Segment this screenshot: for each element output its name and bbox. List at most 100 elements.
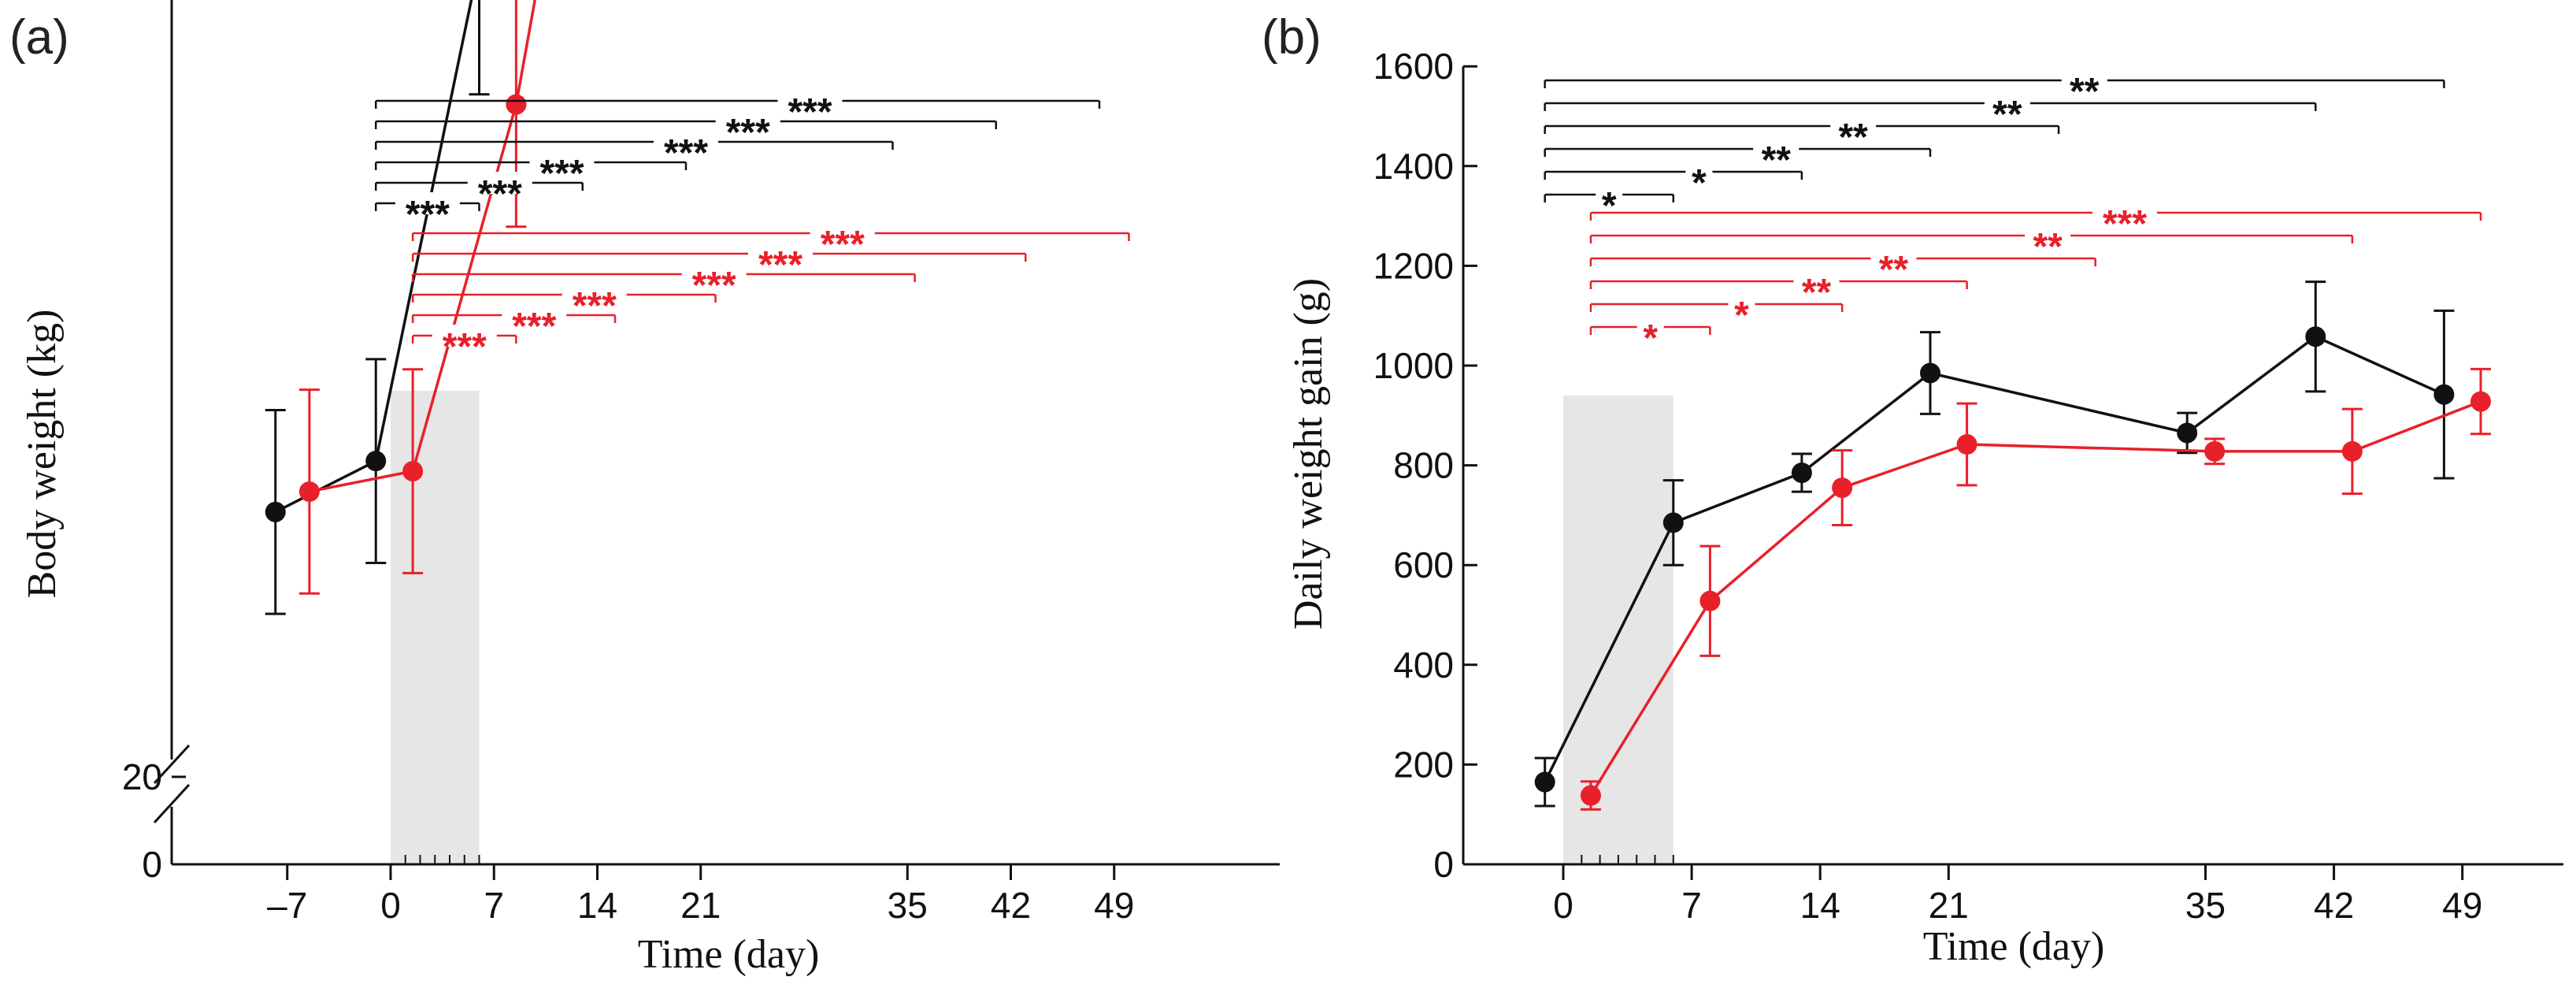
data-point (365, 451, 387, 472)
x-tick-label: 21 (680, 885, 721, 926)
significance-stars: *** (788, 91, 832, 133)
x-tick-label: 49 (2442, 885, 2482, 926)
significance-stars: ** (1802, 272, 1832, 314)
y-tick-label: 800 (1393, 445, 1454, 486)
data-point (2204, 440, 2226, 462)
y-tick-label: 1200 (1373, 245, 1454, 286)
x-tick-label: 42 (991, 885, 1031, 926)
bracket-label-bg (715, 110, 780, 132)
significance-stars: *** (726, 112, 770, 154)
significance-stars: *** (692, 265, 736, 306)
y-tick-label: 1000 (1373, 345, 1454, 386)
bracket-label-bg (810, 222, 875, 244)
shaded-region (1563, 396, 1673, 864)
shaded-region (391, 391, 480, 864)
data-point (506, 94, 527, 115)
brackets-red: *********** (1589, 202, 2482, 359)
x-tick-label: 14 (577, 885, 617, 926)
data-point (2433, 384, 2455, 405)
y-tick-label: 1400 (1373, 146, 1454, 187)
x-tick-label: 0 (1553, 885, 1573, 926)
data-point (298, 481, 320, 502)
axis-break-mark (153, 783, 191, 824)
bracket-label-bg (2025, 225, 2071, 247)
significance-stars: *** (664, 132, 708, 174)
significance-stars: *** (443, 326, 487, 368)
series-line (1544, 335, 2445, 783)
bracket-label-bg (1596, 184, 1623, 206)
x-axis-title: Time (day) (638, 932, 820, 977)
panel-label: (a) (9, 10, 69, 65)
x-tick-label: 7 (1681, 885, 1702, 926)
x-tick-label: 14 (1800, 885, 1840, 926)
bracket-label-bg (502, 304, 567, 326)
bracket-label-bg (1728, 293, 1755, 315)
data-point (1920, 362, 1940, 384)
significance-stars: *** (539, 153, 584, 195)
bracket-label-bg (681, 263, 747, 285)
bracket-label-bg (1685, 161, 1713, 183)
series-line (309, 0, 537, 493)
significance-stars: *** (512, 306, 556, 347)
data-point (2177, 422, 2198, 444)
bracket-label-bg (432, 325, 497, 347)
bracket-label-bg (654, 131, 718, 153)
series-treatment (1580, 367, 2491, 811)
data-point (2341, 440, 2363, 462)
significance-stars: *** (573, 285, 617, 327)
significance-stars: ** (1762, 139, 1792, 181)
data-point (402, 461, 424, 482)
y-axis-title: Body weight (kg) (20, 310, 65, 599)
x-tick-label: 0 (380, 885, 401, 926)
y-tick-label: 0 (142, 844, 162, 885)
panel-b: (b) 0 200 400 600 800 1000 1200 1400 1600 0 7 14 21 35… (1262, 10, 2563, 969)
significance-stars: *** (758, 244, 802, 286)
bracket-label-bg (562, 284, 627, 306)
x-axis-title: Time (day) (1923, 924, 2105, 969)
y-tick-label: 1600 (1373, 46, 1454, 87)
brackets-black: ********** (1544, 69, 2445, 227)
significance-stars: *** (478, 173, 522, 215)
significance-stars: * (1602, 185, 1617, 227)
x-tick-label: 35 (2185, 885, 2226, 926)
bracket-label-bg (467, 172, 532, 194)
y-axis-title: Daily weight gain (g) (1286, 278, 1331, 630)
data-point (1699, 590, 1721, 611)
significance-stars: *** (406, 194, 450, 236)
panel-label: (b) (1262, 10, 1321, 65)
bracket-label-bg (395, 192, 460, 214)
series-control (265, 0, 490, 615)
axis-break-mark (153, 744, 191, 785)
series-treatment (298, 0, 537, 595)
bracket-label-bg (1870, 247, 1917, 269)
brackets-red: *** *** *** *** *** *** (411, 222, 1130, 368)
x-tick-label: –7 (267, 885, 307, 926)
x-tick-label: 7 (484, 885, 504, 926)
x-tick-label: 49 (1094, 885, 1134, 926)
significance-stars: ** (1879, 249, 1909, 291)
y-tick-label: 0 (1433, 844, 1454, 885)
bracket-label-bg (1636, 316, 1664, 338)
data-point (1832, 477, 1853, 499)
series-line (1589, 399, 2481, 797)
x-tick-label: 21 (1929, 885, 1969, 926)
data-point (265, 501, 286, 522)
series-control (1534, 280, 2455, 808)
significance-stars: * (1734, 295, 1749, 336)
significance-stars: * (1643, 318, 1658, 359)
brackets-black: *** *** *** *** *** *** (375, 90, 1101, 236)
x-tick-label: 42 (2314, 885, 2354, 926)
bracket-label-bg (1793, 270, 1840, 292)
bracket-label-bg (777, 90, 843, 112)
significance-stars: ** (2033, 226, 2063, 268)
significance-stars: ** (1992, 94, 2022, 136)
x-tick-label: 35 (888, 885, 928, 926)
significance-stars: *** (821, 224, 865, 266)
bracket-label-bg (1984, 92, 2030, 114)
data-point (1580, 785, 1601, 806)
significance-stars: ** (1838, 117, 1868, 158)
bracket-label-bg (1753, 138, 1799, 160)
data-point (2305, 326, 2326, 347)
